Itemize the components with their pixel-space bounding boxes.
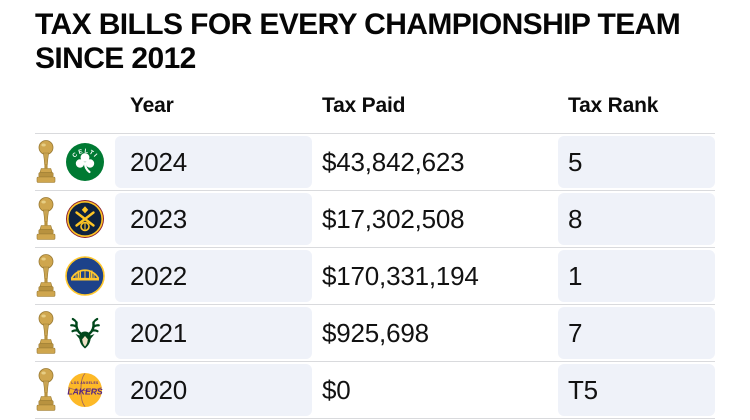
column-header-year: Year: [130, 94, 174, 117]
rank-cell-shade: [558, 364, 715, 416]
championship-trophy-icon: [33, 367, 59, 413]
championship-trophy-icon: [33, 139, 59, 185]
page-title-line-1: TAX BILLS FOR EVERY CHAMPIONSHIP TEAM: [35, 8, 681, 41]
year-cell-shade: [115, 193, 312, 245]
celtics-logo-icon: CELTICS: [65, 142, 105, 182]
rank-cell-shade: [558, 307, 715, 359]
year-cell-shade: [115, 307, 312, 359]
championship-trophy-icon: [33, 196, 59, 242]
tax-rank-cell: 5: [568, 146, 583, 177]
lakers-logo-icon: LOS ANGELES LAKERS: [65, 370, 105, 410]
championship-trophy-icon: [33, 310, 59, 356]
table-body: CELTICS 2024 $43,842,623 5: [35, 133, 715, 420]
page-title-line-2: SINCE 2012: [35, 42, 196, 75]
page-title: TAX BILLS FOR EVERY CHAMPIONSHIP TEAM SI…: [35, 8, 735, 76]
year-cell-shade: [115, 136, 312, 188]
tax-paid-cell: $925,698: [322, 317, 429, 348]
tax-rank-cell: T5: [568, 374, 598, 405]
table-row-2022-warriors: 2022 $170,331,194 1: [35, 247, 715, 304]
table-row-partial: [35, 418, 715, 420]
column-header-tax-paid: Tax Paid: [322, 94, 406, 117]
rank-cell-shade: [558, 193, 715, 245]
year-cell: 2023: [130, 203, 188, 234]
year-cell: 2022: [130, 260, 188, 291]
rank-cell-shade: [558, 250, 715, 302]
svg-text:LAKERS: LAKERS: [67, 387, 103, 397]
table-row-2024-celtics: CELTICS 2024 $43,842,623 5: [35, 133, 715, 190]
championship-trophy-icon: [33, 253, 59, 299]
year-cell: 2021: [130, 317, 188, 348]
year-cell-shade: [115, 250, 312, 302]
year-cell: 2024: [130, 146, 188, 177]
tax-rank-cell: 1: [568, 260, 583, 291]
tax-rank-cell: 7: [568, 317, 583, 348]
tax-paid-cell: $170,331,194: [322, 260, 479, 291]
rank-cell-shade: [558, 136, 715, 188]
warriors-logo-icon: [65, 256, 105, 296]
year-cell-shade: [115, 364, 312, 416]
tax-paid-cell: $43,842,623: [322, 146, 465, 177]
year-cell: 2020: [130, 374, 188, 405]
bucks-logo-icon: [65, 313, 105, 353]
table-row-2023-nuggets: 2023 $17,302,508 8: [35, 190, 715, 247]
table-row-2021-bucks: 2021 $925,698 7: [35, 304, 715, 361]
nuggets-logo-icon: [65, 199, 105, 239]
table-row-2020-lakers: LOS ANGELES LAKERS 2020 $0 T5: [35, 361, 715, 418]
tax-paid-cell: $17,302,508: [322, 203, 465, 234]
tax-paid-cell: $0: [322, 374, 351, 405]
svg-text:LOS ANGELES: LOS ANGELES: [71, 381, 98, 385]
tax-rank-cell: 8: [568, 203, 583, 234]
column-header-tax-rank: Tax Rank: [568, 94, 659, 117]
